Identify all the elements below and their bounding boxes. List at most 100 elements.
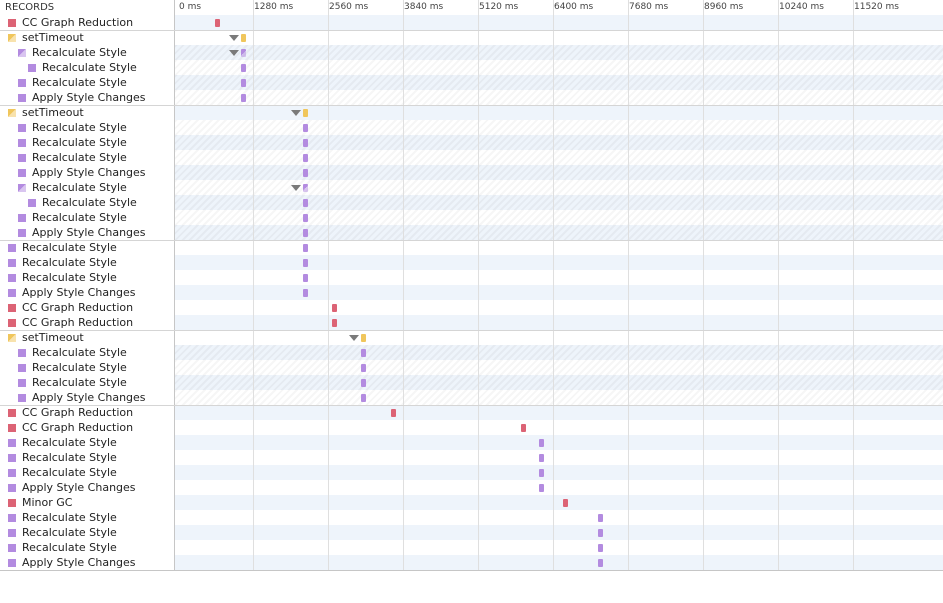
record-row[interactable]: Recalculate Style (0, 45, 174, 60)
timeline-row (175, 330, 943, 345)
record-row[interactable]: Recalculate Style (0, 120, 174, 135)
record-row[interactable]: Recalculate Style (0, 540, 174, 555)
record-label: CC Graph Reduction (22, 301, 134, 314)
rendering-category-icon (18, 184, 26, 192)
record-label: Apply Style Changes (22, 481, 136, 494)
rendering-category-icon (28, 199, 36, 207)
record-bar[interactable] (302, 259, 308, 267)
timeline-row (175, 210, 943, 225)
timeline-row (175, 90, 943, 105)
record-row[interactable]: Apply Style Changes (0, 225, 174, 240)
rendering-category-icon (8, 559, 16, 567)
record-row[interactable]: Minor GC (0, 495, 174, 510)
record-row[interactable]: Recalculate Style (0, 375, 174, 390)
expand-arrow-icon[interactable] (290, 185, 301, 191)
record-row[interactable]: setTimeout (0, 30, 174, 45)
record-bar[interactable] (361, 379, 367, 387)
record-bar[interactable] (538, 454, 544, 462)
timeline-row (175, 495, 943, 510)
record-row[interactable]: CC Graph Reduction (0, 300, 174, 315)
gc-category-icon (8, 19, 16, 27)
record-bar[interactable] (241, 49, 247, 57)
group-divider (0, 105, 943, 106)
record-row[interactable]: Apply Style Changes (0, 285, 174, 300)
record-bar[interactable] (302, 244, 308, 252)
record-bar[interactable] (302, 229, 308, 237)
expand-arrow-icon[interactable] (229, 35, 240, 41)
record-row[interactable]: Recalculate Style (0, 240, 174, 255)
expand-arrow-icon[interactable] (290, 110, 301, 116)
record-row[interactable]: Recalculate Style (0, 450, 174, 465)
record-bar[interactable] (361, 364, 367, 372)
rendering-category-icon (18, 94, 26, 102)
record-row[interactable]: Recalculate Style (0, 135, 174, 150)
timeline-row (175, 135, 943, 150)
record-row[interactable]: Recalculate Style (0, 435, 174, 450)
record-bar[interactable] (241, 94, 247, 102)
record-bar[interactable] (215, 19, 221, 27)
expand-arrow-icon[interactable] (229, 50, 240, 56)
record-bar[interactable] (302, 214, 308, 222)
record-row[interactable]: Recalculate Style (0, 180, 174, 195)
record-bar[interactable] (302, 154, 308, 162)
record-bar[interactable] (538, 469, 544, 477)
grid-line (478, 0, 479, 571)
record-row[interactable]: Apply Style Changes (0, 390, 174, 405)
record-bar[interactable] (241, 34, 247, 42)
record-row[interactable]: Recalculate Style (0, 150, 174, 165)
record-row[interactable]: Recalculate Style (0, 210, 174, 225)
record-bar[interactable] (562, 499, 568, 507)
rendering-category-icon (8, 439, 16, 447)
record-row[interactable]: Apply Style Changes (0, 90, 174, 105)
record-bar[interactable] (302, 139, 308, 147)
record-bar[interactable] (597, 559, 603, 567)
record-row[interactable]: CC Graph Reduction (0, 405, 174, 420)
record-bar[interactable] (302, 124, 308, 132)
record-row[interactable]: Recalculate Style (0, 60, 174, 75)
record-row[interactable]: Recalculate Style (0, 360, 174, 375)
panel-splitter[interactable] (174, 0, 175, 571)
expand-arrow-icon[interactable] (349, 335, 360, 341)
record-bar[interactable] (361, 394, 367, 402)
record-bar[interactable] (597, 529, 603, 537)
record-row[interactable]: Recalculate Style (0, 75, 174, 90)
record-bar[interactable] (302, 169, 308, 177)
record-row[interactable]: Recalculate Style (0, 465, 174, 480)
timeline-row (175, 315, 943, 330)
record-row[interactable]: Recalculate Style (0, 195, 174, 210)
record-bar[interactable] (331, 304, 337, 312)
record-bar[interactable] (597, 544, 603, 552)
record-bar[interactable] (302, 109, 308, 117)
record-bar[interactable] (302, 289, 308, 297)
record-row[interactable]: CC Graph Reduction (0, 315, 174, 330)
record-row[interactable]: Recalculate Style (0, 255, 174, 270)
record-bar[interactable] (390, 409, 396, 417)
rendering-category-icon (8, 529, 16, 537)
record-row[interactable]: setTimeout (0, 105, 174, 120)
record-bar[interactable] (241, 79, 247, 87)
record-row[interactable]: Recalculate Style (0, 345, 174, 360)
record-row[interactable]: Recalculate Style (0, 270, 174, 285)
record-bar[interactable] (241, 64, 247, 72)
record-bar[interactable] (361, 349, 367, 357)
record-row[interactable]: CC Graph Reduction (0, 15, 174, 30)
record-bar[interactable] (302, 184, 308, 192)
record-bar[interactable] (331, 319, 337, 327)
record-label: Recalculate Style (22, 466, 117, 479)
record-row[interactable]: Apply Style Changes (0, 480, 174, 495)
record-row[interactable]: Recalculate Style (0, 525, 174, 540)
record-row[interactable]: CC Graph Reduction (0, 420, 174, 435)
record-row[interactable]: Apply Style Changes (0, 555, 174, 570)
record-bar[interactable] (302, 199, 308, 207)
record-bar[interactable] (521, 424, 527, 432)
record-row[interactable]: Recalculate Style (0, 510, 174, 525)
record-bar[interactable] (361, 334, 367, 342)
record-bar[interactable] (538, 484, 544, 492)
record-row[interactable]: setTimeout (0, 330, 174, 345)
timeline-row (175, 285, 943, 300)
record-row[interactable]: Apply Style Changes (0, 165, 174, 180)
timeline-area: 0 ms 1280 ms 2560 ms 3840 ms 5120 ms 6400 ms 7… (175, 0, 943, 571)
record-bar[interactable] (302, 274, 308, 282)
record-bar[interactable] (538, 439, 544, 447)
record-bar[interactable] (597, 514, 603, 522)
